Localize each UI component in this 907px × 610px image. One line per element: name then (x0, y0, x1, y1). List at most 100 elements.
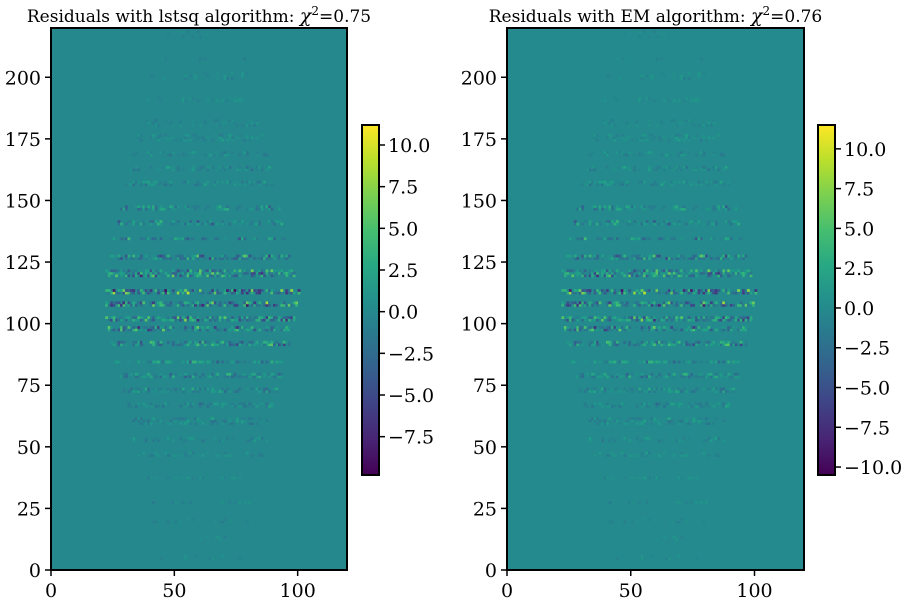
heatmap-cell (717, 205, 721, 209)
heatmap-cell (665, 316, 669, 320)
heatmap-cell (270, 372, 274, 376)
heatmap-cell (665, 360, 669, 364)
heatmap-cell (250, 289, 254, 292)
heatmap-cell (270, 340, 274, 344)
heatmap-cell (263, 301, 266, 305)
heatmap-cell (662, 360, 666, 364)
heatmap-cell (643, 303, 646, 307)
heatmap-cell (125, 372, 128, 376)
heatmap-cell (685, 419, 688, 423)
heatmap-cell (653, 360, 656, 364)
heatmap-cell (127, 269, 131, 273)
heatmap-cell (665, 222, 669, 226)
heatmap-cell (695, 328, 698, 332)
heatmap-cell (729, 274, 733, 278)
heatmap-cell (208, 222, 212, 226)
heatmap-cell (196, 419, 200, 423)
heatmap-cell (169, 153, 173, 157)
heatmap-cell (149, 237, 153, 241)
heatmap-cell (719, 390, 723, 393)
heatmap-cell (700, 269, 703, 273)
heatmap-cell (287, 291, 291, 295)
heatmap-cell (149, 375, 153, 379)
heatmap-cell (707, 372, 711, 376)
heatmap-cell (581, 326, 585, 329)
heatmap-cell (203, 439, 207, 443)
heatmap-cell (132, 422, 136, 425)
heatmap-cell (677, 340, 681, 344)
heatmap-cell (213, 274, 217, 278)
heatmap-cell (137, 136, 141, 140)
heatmap-cell (221, 520, 224, 524)
heatmap-cell (601, 375, 604, 379)
heatmap-cell (189, 402, 192, 406)
heatmap-cell (117, 254, 121, 258)
heatmap-cell (196, 274, 200, 278)
heatmap-cell (613, 291, 617, 295)
heatmap-cell (687, 138, 691, 142)
heatmap-cell (171, 417, 175, 421)
heatmap-cell (638, 180, 641, 184)
heatmap-cell (588, 269, 592, 273)
heatmap-cell (747, 289, 750, 292)
heatmap-cell (709, 316, 713, 320)
heatmap-cell (707, 168, 711, 172)
heatmap-cell (620, 271, 624, 275)
heatmap-cell (722, 316, 726, 320)
heatmap-cell (586, 220, 589, 223)
heatmap-cell (164, 165, 168, 169)
heatmap-cell (159, 557, 163, 561)
heatmap-cell (265, 343, 269, 347)
heatmap-cell (685, 422, 688, 425)
heatmap-cell (657, 271, 661, 275)
heatmap-cell (628, 274, 632, 278)
heatmap-cell (211, 138, 215, 142)
heatmap-cell (635, 404, 639, 408)
heatmap-cell (176, 417, 180, 421)
heatmap-cell (727, 390, 731, 393)
heatmap-cell (218, 439, 222, 443)
heatmap-cell (218, 124, 222, 127)
heatmap-cell (717, 289, 721, 292)
heatmap-cell (588, 439, 592, 443)
heatmap-cell (265, 316, 269, 320)
heatmap-cell (273, 372, 276, 376)
heatmap-cell (633, 343, 636, 347)
heatmap-cell (742, 271, 745, 275)
heatmap-cell (179, 417, 183, 421)
heatmap-cell (692, 180, 696, 184)
heatmap-cell (606, 422, 609, 425)
heatmap-cell (583, 274, 587, 278)
heatmap-cell (201, 237, 205, 241)
heatmap-cell (643, 316, 646, 320)
heatmap-cell (620, 360, 624, 364)
heatmap-cell (675, 289, 679, 292)
heatmap-cell (732, 303, 735, 307)
heatmap-cell (702, 303, 706, 307)
heatmap-cell (601, 419, 604, 423)
heatmap-cell (719, 372, 723, 376)
heatmap-cell (159, 237, 163, 241)
heatmap-cell (628, 136, 632, 140)
heatmap-cell (206, 99, 210, 103)
heatmap-cell (226, 207, 229, 211)
heatmap-cell (231, 375, 234, 379)
heatmap-cell (623, 328, 627, 332)
heatmap-cell (228, 520, 232, 524)
heatmap-cell (275, 340, 279, 344)
heatmap-cell (742, 291, 745, 295)
heatmap-cell (201, 360, 205, 364)
heatmap-cell (655, 387, 659, 391)
heatmap-cell (134, 271, 138, 275)
heatmap-cell (737, 301, 740, 305)
heatmap-cell (717, 343, 721, 347)
heatmap-cell (157, 168, 160, 172)
heatmap-cell (707, 404, 711, 408)
heatmap-cell (250, 454, 254, 457)
heatmap-cell (729, 303, 733, 307)
heatmap-cell (169, 165, 173, 169)
heatmap-cell (601, 220, 604, 223)
heatmap-cell (724, 340, 728, 344)
heatmap-cell (712, 205, 716, 209)
heatmap-cell (727, 254, 731, 258)
